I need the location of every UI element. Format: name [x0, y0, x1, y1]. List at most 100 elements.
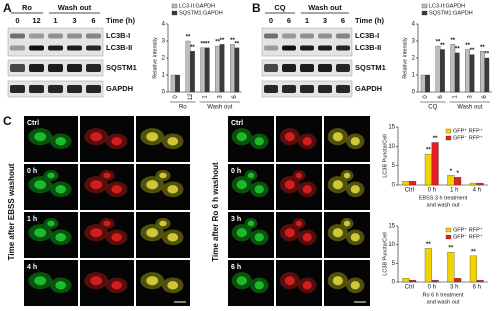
nucleus	[111, 137, 123, 146]
nucleus	[295, 172, 303, 179]
nucleus	[247, 172, 255, 179]
legend-swatch	[445, 227, 452, 233]
bar	[424, 153, 432, 186]
bar	[484, 57, 490, 93]
bar	[435, 45, 441, 93]
nucleus	[111, 281, 123, 290]
legend-label: GFP⁺ RFP⁺	[453, 128, 483, 135]
nucleus	[146, 276, 159, 286]
legend-label: SQSTM1:GAPDH	[429, 11, 473, 17]
x-tick-label: 1	[453, 95, 459, 99]
significance: **	[426, 242, 431, 248]
blot-band	[282, 33, 296, 39]
x-tick-label: 6	[232, 95, 238, 99]
nucleus	[247, 220, 255, 227]
blot-band	[29, 33, 44, 39]
bar	[219, 44, 225, 93]
nucleus	[159, 220, 167, 227]
legend-swatch	[421, 10, 428, 16]
nucleus	[159, 172, 167, 179]
nucleus	[295, 220, 303, 227]
nucleus	[103, 172, 111, 179]
x-axis-label: and wash out	[427, 299, 460, 305]
nucleus	[167, 233, 179, 242]
panel-label: A	[3, 1, 12, 15]
blot-row-label: SQSTM1	[355, 63, 386, 72]
nucleus	[55, 137, 67, 146]
y-tick-label: 4	[412, 22, 416, 28]
blot-band	[86, 45, 101, 51]
nucleus	[350, 185, 360, 194]
legend-label: GFP⁻ RFP⁺	[453, 234, 483, 241]
nucleus	[343, 172, 351, 179]
blot-band	[86, 64, 101, 72]
blot-band	[86, 33, 101, 39]
nucleus	[111, 185, 123, 194]
bar	[476, 182, 484, 186]
blot-band	[336, 45, 350, 51]
blot-band	[29, 64, 44, 72]
bar	[447, 175, 455, 186]
nucleus	[90, 132, 103, 142]
nucleus	[254, 233, 264, 242]
nucleus	[332, 276, 343, 286]
row-label: 4 h	[27, 264, 37, 271]
x-tick-label: 12	[188, 93, 194, 100]
blot-band	[318, 85, 332, 93]
bar	[409, 279, 417, 283]
nucleus	[343, 220, 351, 227]
lane-label: 6	[91, 16, 95, 25]
legend-label: GFP⁻ RFP⁺	[453, 135, 483, 142]
blot-band	[264, 45, 278, 51]
blot-band	[48, 33, 63, 39]
nucleus	[302, 233, 312, 242]
nucleus	[350, 137, 360, 146]
nucleus	[34, 180, 47, 190]
nucleus	[254, 137, 264, 146]
blot-band	[48, 85, 63, 93]
time-label: Time (h)	[355, 16, 385, 25]
blot-row-label: GAPDH	[106, 84, 133, 93]
lane-label: 3	[72, 16, 76, 25]
y-tick-label: 3	[412, 39, 416, 45]
x-tick-label: 1 h	[450, 188, 458, 194]
nucleus	[254, 185, 264, 194]
y-tick-label: 2	[412, 56, 416, 62]
y-tick-label: 10	[388, 242, 395, 248]
row-label: 3 h	[231, 216, 241, 223]
bar	[215, 45, 220, 93]
bar	[190, 51, 195, 93]
significance: **	[440, 43, 445, 49]
nucleus	[90, 276, 103, 286]
x-tick-label: 6	[438, 95, 444, 99]
nucleus	[284, 132, 295, 142]
blot-band	[282, 45, 296, 51]
side-label: Time after EBSS washout	[7, 163, 16, 260]
row-label: 0 h	[231, 168, 241, 175]
blot-band	[300, 33, 314, 39]
bar	[424, 248, 432, 283]
y-axis-label: LC3B Puncta/Cell	[382, 134, 388, 177]
x-tick-label: 0	[423, 95, 429, 99]
nucleus	[146, 180, 159, 190]
blot-row-label: GAPDH	[355, 84, 382, 93]
y-tick-label: 0	[392, 280, 396, 286]
significance: **	[484, 52, 489, 58]
bar	[402, 180, 410, 186]
bar	[476, 279, 484, 283]
lane-label: 0	[15, 16, 19, 25]
y-axis-label: Relative intensity	[152, 37, 158, 79]
nucleus	[167, 185, 179, 194]
lane-group-label: Wash out	[308, 3, 342, 12]
side-label: Time after Ro 6 h washout	[211, 162, 220, 262]
nucleus	[236, 276, 247, 286]
nucleus	[34, 132, 47, 142]
significance: **	[234, 41, 239, 47]
significance: **	[190, 45, 195, 51]
bar	[465, 49, 470, 93]
x-tick-label: 0 h	[428, 285, 436, 291]
nucleus	[284, 276, 295, 286]
legend-label: GFP⁺ RFP⁺	[453, 227, 483, 234]
blot-band	[67, 64, 82, 72]
nucleus	[284, 228, 295, 238]
